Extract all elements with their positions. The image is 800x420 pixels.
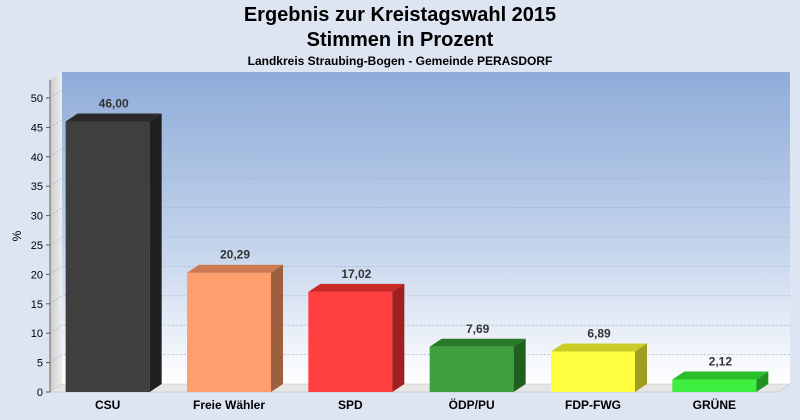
bar-value-label: 20,29 xyxy=(220,248,250,262)
bar-side xyxy=(635,343,647,392)
bar-freie-wähler: 20,29 xyxy=(187,248,283,392)
bar-top xyxy=(187,264,283,273)
y-tick-label: 25 xyxy=(31,240,43,252)
bar-highlight xyxy=(551,351,635,392)
y-tick-label: 0 xyxy=(37,387,43,399)
bar-top xyxy=(551,343,647,352)
gridline xyxy=(49,177,790,187)
bar-front xyxy=(672,379,757,392)
y-tick-label: 20 xyxy=(31,269,43,281)
x-category-label: FDP-FWG xyxy=(565,398,621,412)
gridline xyxy=(49,236,790,246)
y-tick-label: 40 xyxy=(31,152,43,164)
gridline xyxy=(49,324,790,334)
x-category-label: GRÜNE xyxy=(693,397,736,412)
bar-side xyxy=(149,113,162,393)
gridline xyxy=(49,266,790,275)
gridline xyxy=(49,207,790,216)
bar-top xyxy=(672,371,769,380)
bar-fdp-fwg: 6,89 xyxy=(551,326,647,392)
y-tick-label: 50 xyxy=(31,93,43,105)
bar-side xyxy=(392,283,405,392)
gridline xyxy=(49,148,790,158)
y-tick-label: 35 xyxy=(31,181,43,193)
bar-front xyxy=(187,272,271,392)
gridline xyxy=(49,295,790,305)
bar-ödp-pu: 7,69 xyxy=(429,322,526,392)
bar-top xyxy=(308,283,405,292)
bar-value-label: 46,00 xyxy=(99,97,129,111)
bar-value-label: 7,69 xyxy=(466,322,490,336)
x-category-label: SPD xyxy=(338,398,363,412)
bar-side xyxy=(271,264,283,392)
gridline xyxy=(49,89,790,99)
bar-highlight xyxy=(429,346,514,392)
plot-back-wall xyxy=(62,72,790,384)
x-category-label: CSU xyxy=(95,398,120,412)
bar-front xyxy=(551,351,635,392)
bar-top xyxy=(65,113,162,122)
bar-highlight xyxy=(308,291,393,392)
bar-side xyxy=(756,371,769,392)
x-category-label: ÖDP/PU xyxy=(449,397,495,412)
bar-spd: 17,02 xyxy=(308,267,405,392)
chart-caption: Landkreis Straubing-Bogen - Gemeinde PER… xyxy=(247,54,553,68)
gridline xyxy=(49,119,790,128)
bar-value-label: 17,02 xyxy=(341,267,371,281)
y-tick-label: 45 xyxy=(31,122,43,134)
plot-side-wall xyxy=(50,72,62,392)
gridline xyxy=(49,354,790,363)
bar-value-label: 6,89 xyxy=(587,326,611,340)
chart-title: Ergebnis zur Kreistagswahl 2015 xyxy=(243,4,557,26)
y-tick-label: 30 xyxy=(31,211,43,223)
bar-value-label: 2,12 xyxy=(709,355,733,369)
bar-highlight xyxy=(672,379,757,392)
y-tick-label: 15 xyxy=(31,299,43,311)
bar-highlight xyxy=(65,121,150,393)
bar-side xyxy=(513,338,526,392)
bar-grüne: 2,12 xyxy=(672,355,769,392)
bar-top xyxy=(429,338,526,347)
y-tick-label: 10 xyxy=(31,328,43,340)
y-axis-label: % xyxy=(10,230,24,241)
x-category-label: Freie Wähler xyxy=(193,398,265,412)
bar-csu: 46,00 xyxy=(65,97,162,393)
bar-front xyxy=(308,291,393,392)
bar-front xyxy=(429,346,514,392)
bar-highlight xyxy=(187,272,271,392)
y-tick-label: 5 xyxy=(37,358,43,370)
bar-front xyxy=(65,121,150,393)
chart-subtitle: Stimmen in Prozent xyxy=(306,29,494,51)
